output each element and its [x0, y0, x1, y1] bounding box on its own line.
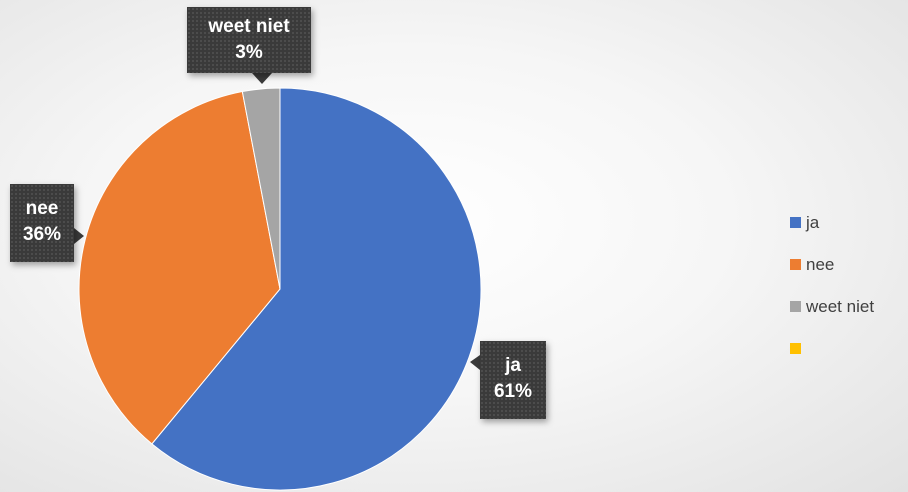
data-label-weet-niet-category: weet niet [208, 16, 290, 37]
legend-item-empty [790, 338, 874, 359]
data-label-weet-niet: weet niet 3% [187, 7, 311, 73]
legend-swatch-empty [790, 343, 801, 354]
chart-legend: ja nee weet niet [790, 212, 874, 380]
legend-item-ja: ja [790, 212, 874, 233]
data-label-nee: nee 36% [10, 184, 74, 262]
callout-pointer-ja [470, 355, 480, 370]
data-label-ja-percent: 61% [493, 381, 533, 402]
data-label-nee-percent: 36% [22, 224, 62, 245]
callout-pointer-nee [74, 228, 84, 244]
pie-slice-nee [78, 90, 281, 445]
legend-swatch-nee [790, 259, 801, 270]
legend-label-weet-niet: weet niet [806, 296, 875, 316]
legend-label-nee: nee [806, 254, 835, 274]
pie-slice-ja [151, 87, 482, 491]
legend-swatch-ja [790, 217, 801, 228]
callout-pointer-weet-niet [252, 73, 272, 84]
data-label-ja: ja 61% [480, 341, 546, 419]
data-label-nee-category: nee [25, 198, 59, 219]
pie-slice-weet-niet [241, 87, 281, 290]
data-label-ja-category: ja [505, 355, 521, 376]
legend-swatch-weet-niet [790, 301, 801, 312]
data-label-weet-niet-percent: 3% [235, 42, 263, 63]
legend-item-nee: nee [790, 254, 874, 275]
legend-item-weet-niet: weet niet [790, 296, 874, 317]
legend-label-ja: ja [806, 212, 820, 232]
